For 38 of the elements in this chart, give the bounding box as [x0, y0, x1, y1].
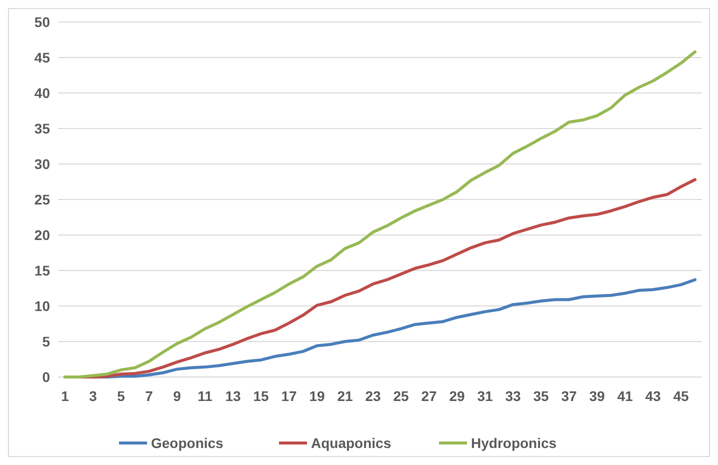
x-tick-label: 45: [673, 388, 689, 404]
x-tick-label: 43: [645, 388, 661, 404]
x-tick-label: 23: [365, 388, 381, 404]
x-tick-label: 39: [589, 388, 605, 404]
y-tick-label: 30: [34, 156, 50, 172]
x-tick-label: 35: [533, 388, 549, 404]
x-tick-label: 21: [337, 388, 353, 404]
x-tick-label: 15: [253, 388, 269, 404]
x-tick-label: 5: [117, 388, 126, 404]
x-tick-label: 29: [449, 388, 465, 404]
x-tick-label: 25: [393, 388, 409, 404]
y-tick-label: 15: [34, 262, 50, 278]
x-tick-label: 13: [225, 388, 241, 404]
x-tick-label: 31: [477, 388, 493, 404]
y-tick-label: 50: [34, 14, 50, 30]
legend-label: Geoponics: [151, 434, 224, 451]
y-tick-label: 40: [34, 84, 50, 101]
x-tick-label: 9: [173, 388, 182, 404]
x-tick-label: 7: [145, 388, 154, 404]
x-tick-label: 37: [561, 388, 577, 404]
y-tick-label: 20: [34, 226, 50, 243]
legend-label: Hydroponics: [471, 434, 557, 451]
x-tick-label: 11: [198, 388, 213, 404]
legend-label: Aquaponics: [311, 434, 392, 451]
x-tick-label: 17: [281, 388, 297, 404]
x-tick-label: 33: [505, 388, 521, 404]
y-tick-label: 35: [34, 120, 50, 136]
line-series: [64, 50, 696, 378]
y-tick-label: 0: [42, 368, 50, 385]
x-tick-label: 1: [61, 388, 70, 404]
y-tick-label: 5: [42, 333, 50, 350]
x-tick-label: 27: [421, 388, 437, 404]
x-tick-label: 41: [617, 388, 633, 404]
y-tick-label: 25: [34, 191, 50, 208]
y-tick-label: 10: [34, 298, 50, 314]
y-tick-label: 45: [34, 49, 50, 66]
x-tick-label: 3: [89, 388, 98, 404]
x-tick-label: 19: [309, 388, 325, 404]
